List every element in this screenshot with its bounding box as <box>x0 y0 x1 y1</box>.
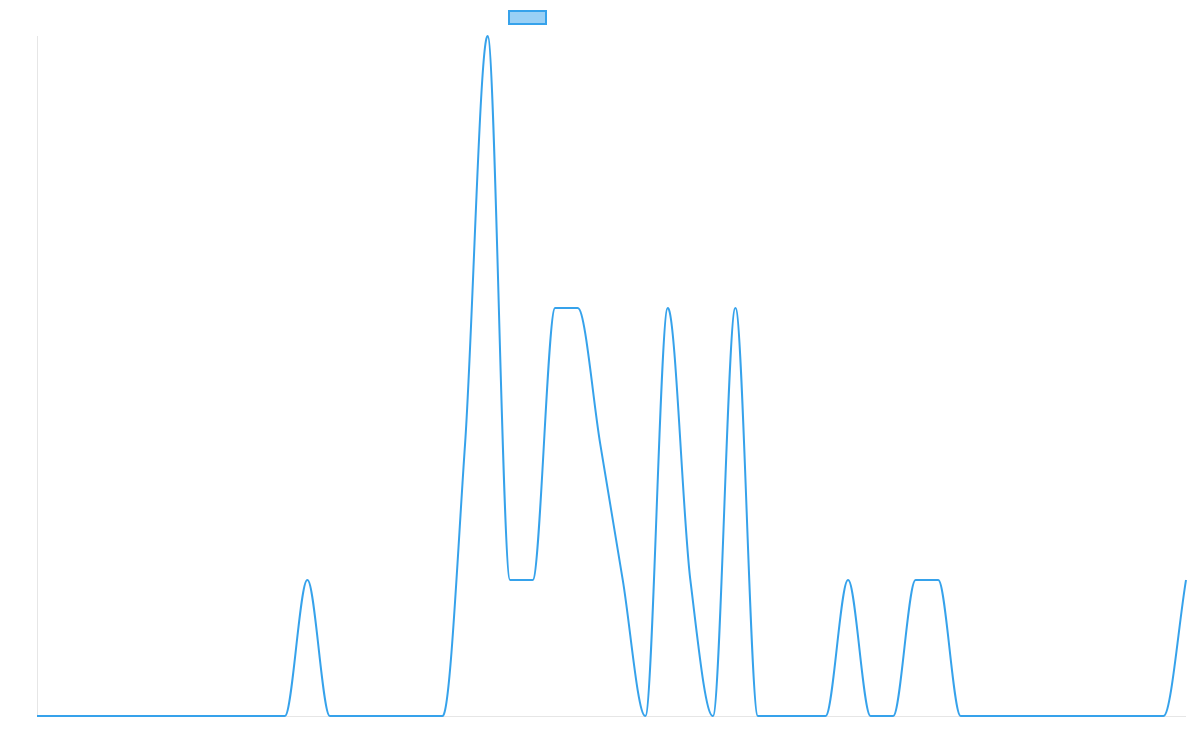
series-line[interactable] <box>37 35 1187 717</box>
legend-swatch[interactable] <box>508 10 547 25</box>
